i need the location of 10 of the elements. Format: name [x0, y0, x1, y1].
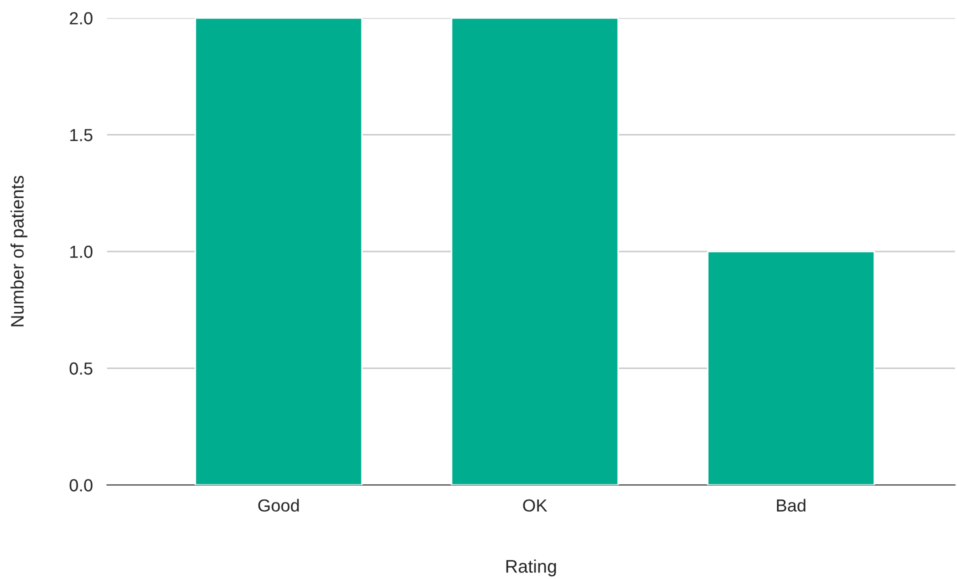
x-tick-label: Bad: [777, 498, 806, 512]
x-tick-label: OK: [523, 499, 548, 512]
y-tick-label: 1.0: [70, 246, 92, 258]
y-tick-label: 0.5: [70, 362, 92, 375]
y-axis-title: Number of patients: [10, 176, 28, 326]
x-tick-label: Good: [258, 498, 299, 512]
y-tick-label: 2.0: [70, 12, 92, 24]
y-tick-label: 1.5: [70, 129, 92, 142]
x-axis-title: Rating: [506, 560, 556, 576]
y-tick-label: 0.0: [70, 479, 92, 492]
